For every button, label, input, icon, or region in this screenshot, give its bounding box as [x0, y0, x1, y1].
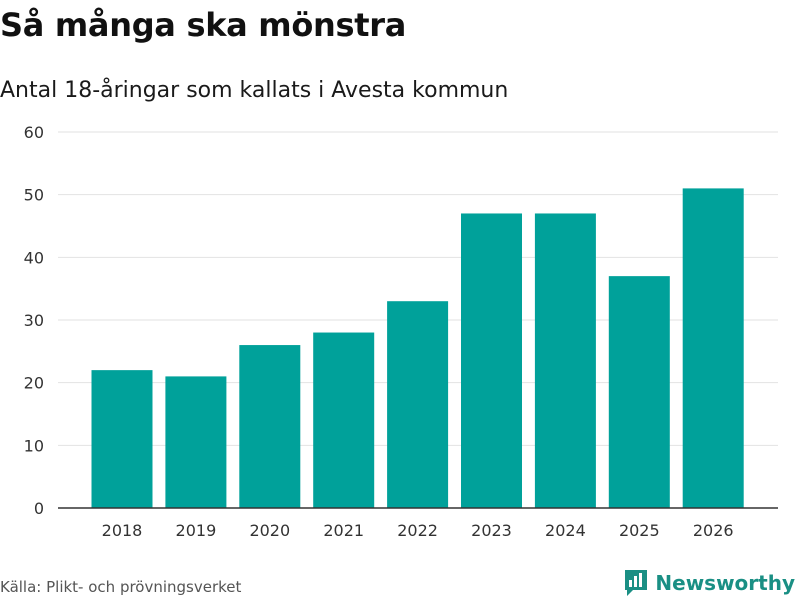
brand-logo: Newsworthy: [623, 568, 795, 598]
newsworthy-logo-icon: [625, 570, 648, 596]
x-tick-label-2018: 2018: [102, 521, 143, 540]
bar-2023: [461, 213, 522, 508]
bar-2025: [608, 276, 670, 508]
x-tick-label-2026: 2026: [693, 521, 734, 540]
chart-title: Så många ska mönstra: [0, 6, 407, 44]
source-note: Källa: Plikt- och prövningsverket: [0, 578, 242, 596]
bar-2026: [682, 188, 744, 508]
bar-2021: [313, 332, 375, 508]
x-tick-label-2023: 2023: [471, 521, 512, 540]
bar-2022: [387, 301, 449, 508]
y-tick-label-20: 20: [24, 374, 44, 393]
bar-2024: [534, 213, 596, 508]
x-tick-label-2024: 2024: [545, 521, 586, 540]
chart-subtitle: Antal 18-åringar som kallats i Avesta ko…: [0, 78, 509, 103]
y-tick-label-10: 10: [24, 436, 44, 455]
y-tick-label-0: 0: [34, 499, 44, 518]
bar-2018: [91, 370, 153, 508]
bar-2020: [239, 345, 301, 508]
x-tick-label-2025: 2025: [619, 521, 660, 540]
bar-2019: [165, 376, 227, 508]
y-tick-label-30: 30: [24, 311, 44, 330]
y-tick-label-60: 60: [24, 123, 44, 142]
x-tick-label-2022: 2022: [397, 521, 438, 540]
y-tick-label-40: 40: [24, 248, 44, 267]
x-tick-label-2019: 2019: [176, 521, 217, 540]
brand-name: Newsworthy: [655, 571, 795, 595]
x-tick-label-2020: 2020: [249, 521, 290, 540]
y-tick-label-50: 50: [24, 186, 44, 205]
x-tick-label-2021: 2021: [323, 521, 364, 540]
